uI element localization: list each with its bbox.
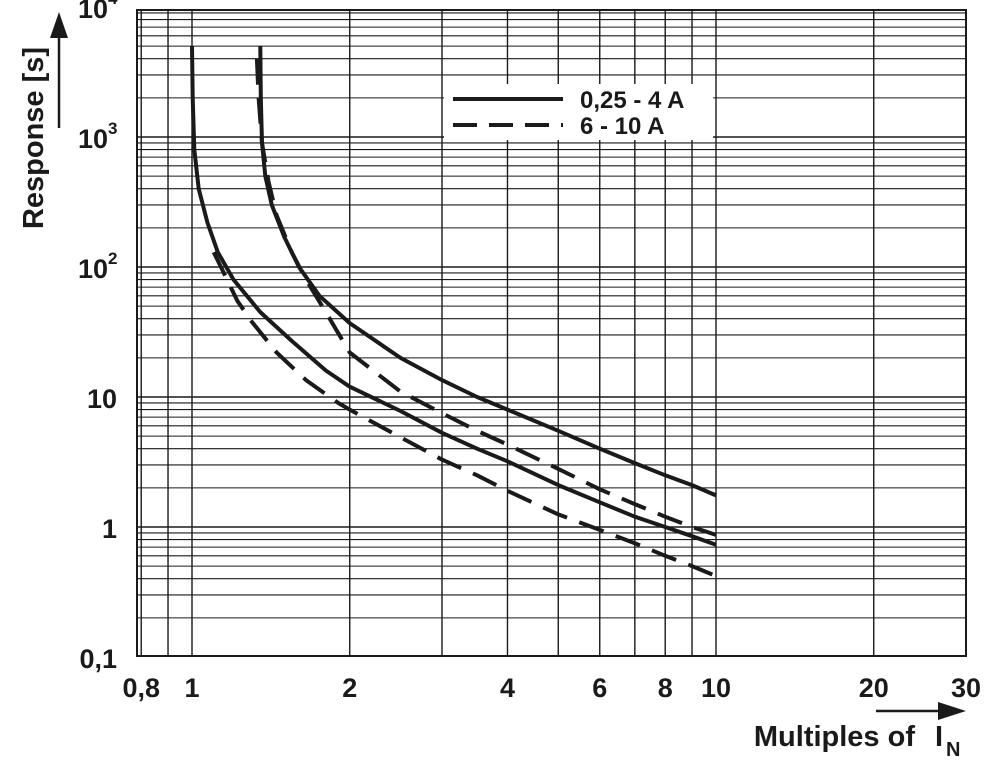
- series-0-curve-0: [190, 46, 717, 547]
- y-tick-label-3: 10: [78, 254, 108, 284]
- y-axis-arrow-head: [50, 12, 68, 38]
- chart-legend: 0,25 - 4 A 6 - 10 A: [444, 84, 713, 140]
- y-axis-title: Response [s]: [18, 47, 50, 229]
- x-axis-title-group: Multiples of I N: [754, 702, 966, 761]
- legend-label-0: 0,25 - 4 A: [580, 87, 685, 114]
- y-tick-4: 10 3: [78, 119, 117, 154]
- x-tick-label-1: 1: [184, 673, 199, 703]
- x-tick-label-4: 6: [592, 673, 607, 703]
- y-tick-0: 0,1: [79, 644, 117, 674]
- y-tick-2: 10: [87, 384, 117, 414]
- y-axis-title-group: Response [s]: [18, 12, 68, 229]
- y-tick-label-4: 10: [78, 124, 108, 154]
- series-layer: [190, 46, 717, 578]
- plot-frame: [136, 9, 967, 657]
- series-1-curve-0: [211, 251, 717, 578]
- x-axis-symbol: I: [935, 721, 943, 753]
- y-tick-exponent-4: 3: [108, 119, 117, 138]
- y-tick-label-1: 1: [102, 514, 117, 544]
- x-axis-arrow-head: [938, 702, 966, 720]
- x-tick-label-7: 20: [859, 673, 889, 703]
- y-tick-label-5: 10: [78, 0, 108, 24]
- x-tick-label-6: 10: [701, 673, 731, 703]
- y-tick-1: 1: [102, 514, 117, 544]
- y-tick-3: 10 2: [78, 249, 117, 284]
- y-tick-label-2: 10: [87, 384, 117, 414]
- legend-box: [444, 84, 713, 140]
- y-tick-labels: 0,1110102103104: [78, 0, 118, 674]
- x-tick-labels: 0,8 1 2 4 6 8 10 20 30: [122, 673, 981, 703]
- series-1-curve-1: [254, 58, 717, 537]
- legend-label-1: 6 - 10 A: [580, 113, 664, 140]
- x-tick-label-5: 8: [658, 673, 673, 703]
- x-tick-label-2: 2: [342, 673, 357, 703]
- x-axis-subscript: N: [946, 739, 960, 761]
- y-tick-5: 104: [78, 0, 118, 24]
- x-tick-label-8: 30: [951, 673, 981, 703]
- y-tick-exponent-3: 2: [108, 249, 117, 268]
- y-tick-label-0: 0,1: [79, 644, 117, 674]
- x-axis-title: Multiples of: [754, 721, 915, 753]
- x-tick-label-0: 0,8: [122, 673, 160, 703]
- series-0-curve-1: [258, 46, 717, 498]
- x-tick-label-3: 4: [500, 673, 515, 703]
- y-tick-exponent-5: 4: [108, 0, 118, 8]
